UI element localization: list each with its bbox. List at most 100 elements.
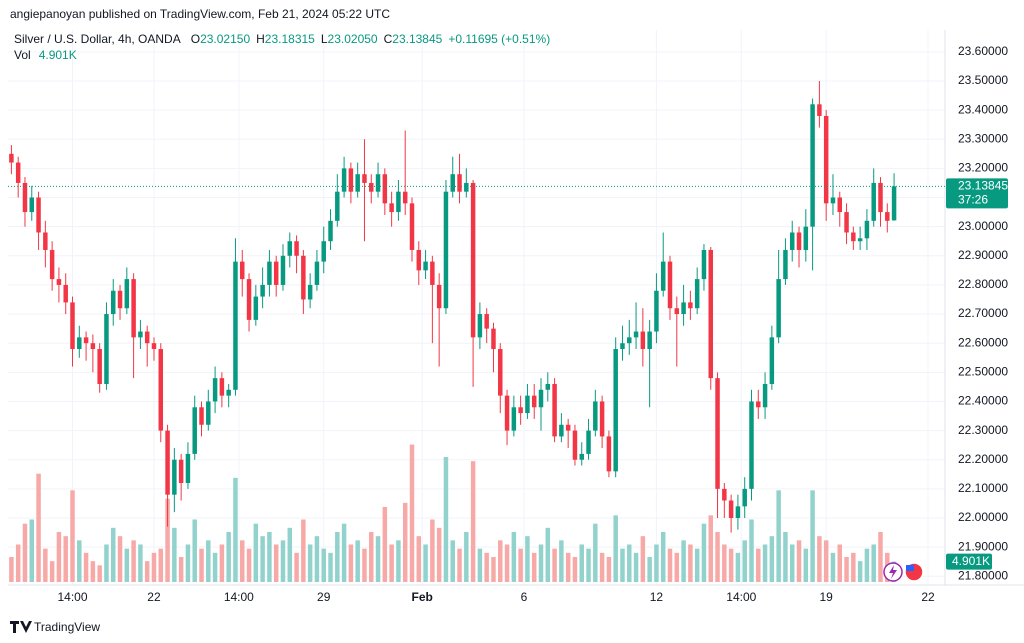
- candle-body: [273, 261, 279, 285]
- volume-bar: [260, 536, 265, 582]
- x-tick-label: 22: [147, 590, 161, 604]
- candle-body: [477, 314, 483, 338]
- candle-body: [369, 182, 374, 192]
- volume-bar: [151, 552, 157, 582]
- candle-body: [722, 488, 727, 501]
- candle-body: [402, 191, 408, 204]
- y-tick-label: 22.90000: [958, 248, 1008, 262]
- candle-body: [430, 261, 435, 285]
- candle-body: [389, 203, 394, 213]
- candle-body: [9, 153, 14, 163]
- volume-bar: [572, 557, 578, 582]
- candle-body: [348, 168, 354, 192]
- volume-bar: [246, 548, 252, 582]
- candle-body: [660, 261, 666, 291]
- event-flag-canton: [906, 565, 914, 571]
- volume-bar: [280, 540, 286, 582]
- legend-l: L: [321, 32, 328, 46]
- volume-bar: [579, 544, 584, 582]
- candle-body: [701, 249, 707, 280]
- volume-bar: [389, 544, 394, 582]
- volume-bar: [124, 548, 130, 582]
- y-tick-label: 22.10000: [958, 481, 1008, 495]
- x-tick-label: Feb: [412, 590, 433, 604]
- candle-body: [654, 290, 659, 332]
- y-tick-label: 21.90000: [958, 539, 1008, 553]
- volume-bar: [9, 557, 14, 582]
- volume-bar: [722, 544, 727, 582]
- candle-body: [70, 302, 75, 350]
- last-volume-box: [946, 553, 992, 570]
- volume-bar: [321, 548, 326, 582]
- x-tick-label: 14:00: [224, 590, 254, 604]
- candle-body: [260, 284, 265, 297]
- volume-bar: [844, 557, 849, 582]
- candle-body: [124, 279, 130, 309]
- volume-bar: [627, 544, 632, 582]
- candle-body: [144, 331, 150, 344]
- candle-body: [233, 261, 238, 390]
- candle-body: [416, 249, 422, 271]
- volume-bar: [396, 540, 401, 582]
- volume-bar: [301, 519, 306, 582]
- volume-bar: [552, 548, 557, 582]
- volume-bar: [15, 544, 21, 582]
- volume-bar: [192, 519, 197, 582]
- legend-volume: 4.901K: [39, 48, 77, 62]
- candle-body: [77, 337, 82, 350]
- candle-body: [22, 182, 28, 213]
- y-tick-label: 22.30000: [958, 423, 1008, 437]
- y-tick-label: 23.30000: [958, 131, 1008, 145]
- candle-body: [851, 232, 856, 242]
- candle-body: [504, 395, 510, 431]
- candle-body: [131, 279, 136, 338]
- volume-bar: [178, 557, 184, 582]
- candle-body: [97, 349, 102, 384]
- candle-body: [464, 182, 469, 192]
- candle-body: [443, 191, 449, 309]
- volume-bar: [206, 540, 211, 582]
- candle-body: [240, 261, 245, 280]
- volume-bar: [104, 544, 109, 582]
- x-tick-label: 22: [921, 590, 935, 604]
- candle-body: [178, 459, 184, 484]
- y-tick-label: 23.50000: [958, 73, 1008, 87]
- volume-bar: [253, 523, 259, 582]
- volume-bar: [430, 519, 435, 582]
- volume-bar: [654, 544, 659, 582]
- candle-body: [491, 328, 496, 350]
- candle-body: [891, 186, 897, 221]
- volume-bar: [63, 536, 68, 582]
- candle-body: [436, 284, 442, 309]
- y-tick-label: 23.60000: [958, 44, 1008, 58]
- volume-bar: [341, 523, 347, 582]
- candle-body: [803, 226, 809, 250]
- legend-close: 23.13845: [392, 32, 442, 46]
- y-tick-label: 23.40000: [958, 102, 1008, 116]
- volume-bar: [776, 490, 781, 582]
- volume-bar: [97, 565, 102, 582]
- volume-bar: [728, 548, 734, 582]
- candle-body: [287, 241, 293, 256]
- volume-bar: [878, 532, 883, 582]
- y-tick-label: 22.60000: [958, 335, 1008, 349]
- candle-body: [138, 331, 143, 338]
- candle-body: [688, 302, 693, 309]
- volume-bar: [694, 548, 700, 582]
- candle-body: [409, 203, 415, 250]
- candle-body: [83, 337, 89, 344]
- volume-bar: [857, 561, 863, 582]
- volume-bar: [484, 552, 489, 582]
- candle-body: [246, 279, 252, 320]
- candle-body: [457, 174, 462, 192]
- candle-body: [36, 197, 41, 233]
- volume-bar: [294, 552, 299, 582]
- y-tick-label: 22.80000: [958, 277, 1008, 291]
- volume-bar: [314, 536, 320, 582]
- volume-bar: [559, 540, 564, 582]
- volume-bar: [620, 548, 625, 582]
- last-price-box: [946, 178, 1008, 209]
- legend-h: H: [256, 32, 265, 46]
- candle-body: [681, 302, 686, 315]
- candle-body: [728, 500, 734, 518]
